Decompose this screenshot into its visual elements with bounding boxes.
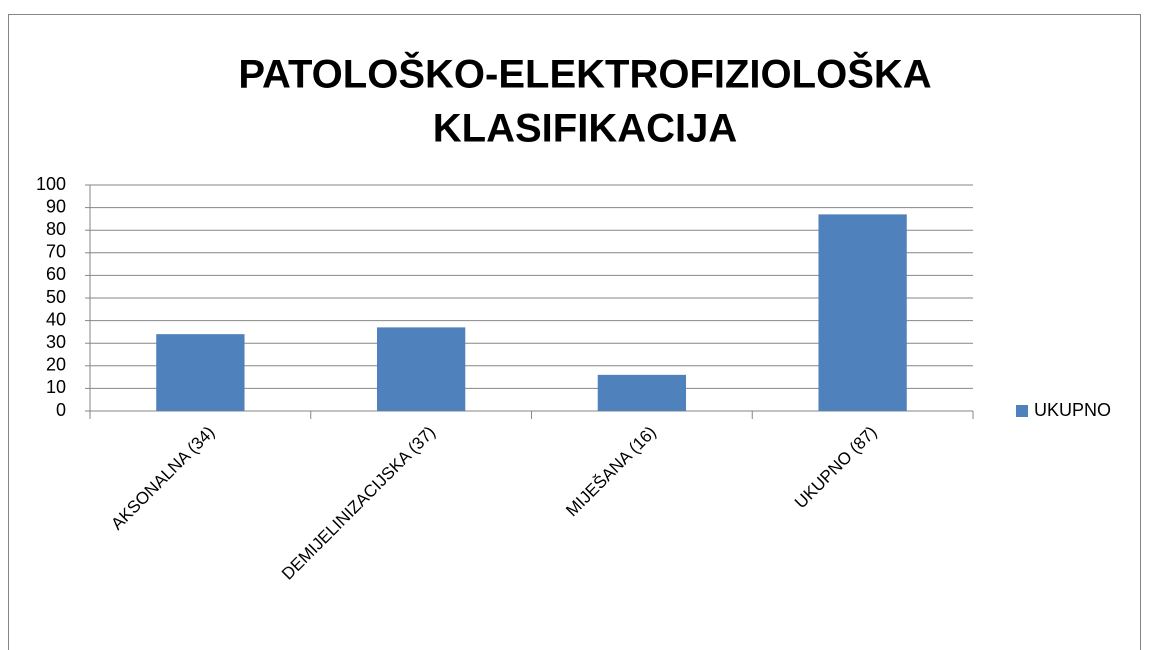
y-tick-label: 30	[46, 332, 66, 352]
chart-title: PATOLOŠKO-ELEKTROFIZIOLOŠKA	[238, 51, 931, 97]
bar	[376, 327, 466, 411]
y-tick-label: 20	[46, 355, 66, 375]
y-tick-label: 50	[46, 287, 66, 307]
bar	[818, 214, 907, 411]
bar	[156, 334, 245, 411]
y-tick-label: 60	[46, 264, 66, 284]
legend-label: UKUPNO	[1034, 400, 1111, 420]
y-tick-label: 90	[46, 196, 66, 216]
y-tick-label: 100	[36, 174, 66, 194]
bar	[597, 374, 687, 411]
y-tick-label: 0	[56, 400, 66, 420]
chart-border	[8, 14, 1141, 650]
legend-swatch	[1016, 405, 1028, 417]
y-tick-label: 10	[46, 377, 66, 397]
chart-title: KLASIFIKACIJA	[433, 107, 737, 151]
y-tick-label: 40	[46, 309, 66, 329]
y-tick-label: 70	[46, 242, 66, 262]
y-tick-label: 80	[46, 219, 66, 239]
